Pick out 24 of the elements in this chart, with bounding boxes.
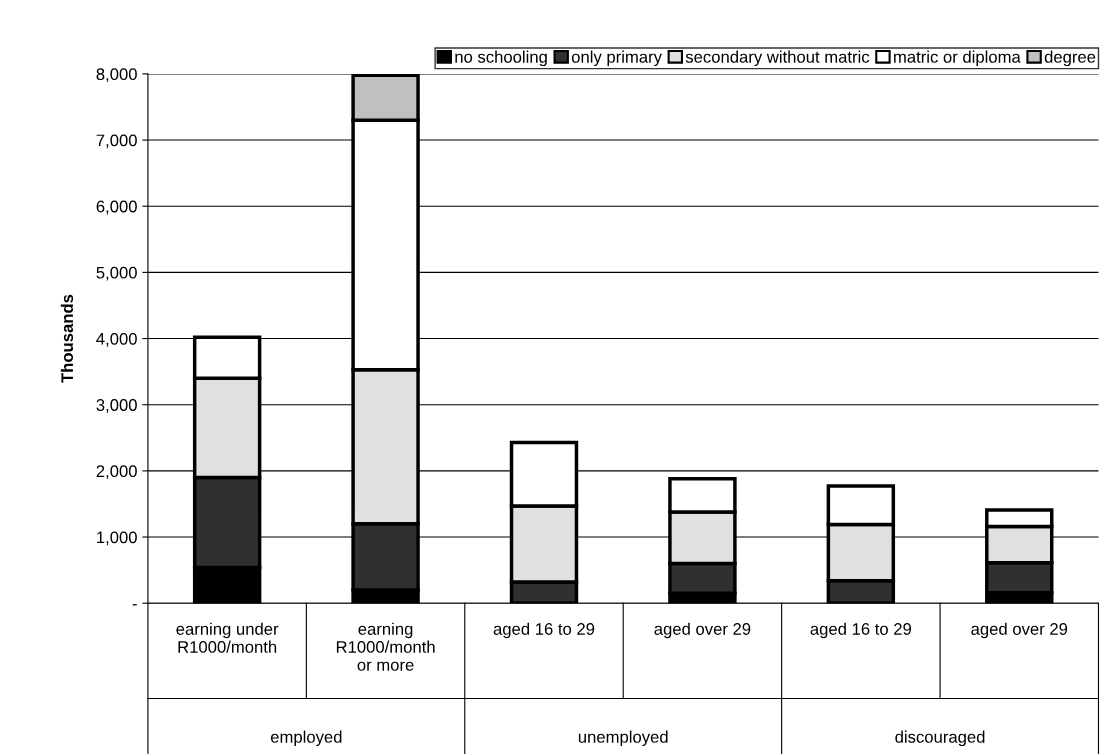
- y-tick-label: -: [132, 604, 137, 606]
- y-tick-label: 1,000: [97, 531, 137, 546]
- x-tick-label: earning R1000/month or more: [336, 622, 435, 671]
- x-tick-label: aged over 29: [654, 622, 751, 639]
- legend-label: secondary without matric: [685, 50, 870, 67]
- text: discouraged: [895, 730, 985, 747]
- y-tick-label: 3,000: [96, 399, 137, 413]
- y-tick-label: 8,000: [96, 68, 137, 83]
- legend-label: no schooling: [455, 50, 547, 67]
- legend-label: matric or diploma: [894, 50, 1021, 67]
- y-tick-label: 4,000: [96, 332, 137, 347]
- x-tick-label: aged 16 to 29: [810, 622, 912, 639]
- text: employed: [270, 730, 342, 747]
- text: unemployed: [578, 730, 668, 747]
- legend-label: only primary: [571, 50, 662, 67]
- x-tick-label: aged 16 to 29: [493, 622, 595, 639]
- legend-label: degree: [1044, 50, 1096, 67]
- y-axis-title: Thousands: [60, 294, 74, 383]
- x-tick-label: aged over 29: [971, 622, 1068, 639]
- y-tick-label: 2,000: [96, 465, 137, 480]
- y-tick-label: 6,000: [96, 200, 137, 215]
- y-tick-label: 5,000: [96, 266, 137, 281]
- y-tick-label: 7,000: [96, 134, 137, 149]
- x-tick-label: earning under R1000/month: [176, 622, 279, 653]
